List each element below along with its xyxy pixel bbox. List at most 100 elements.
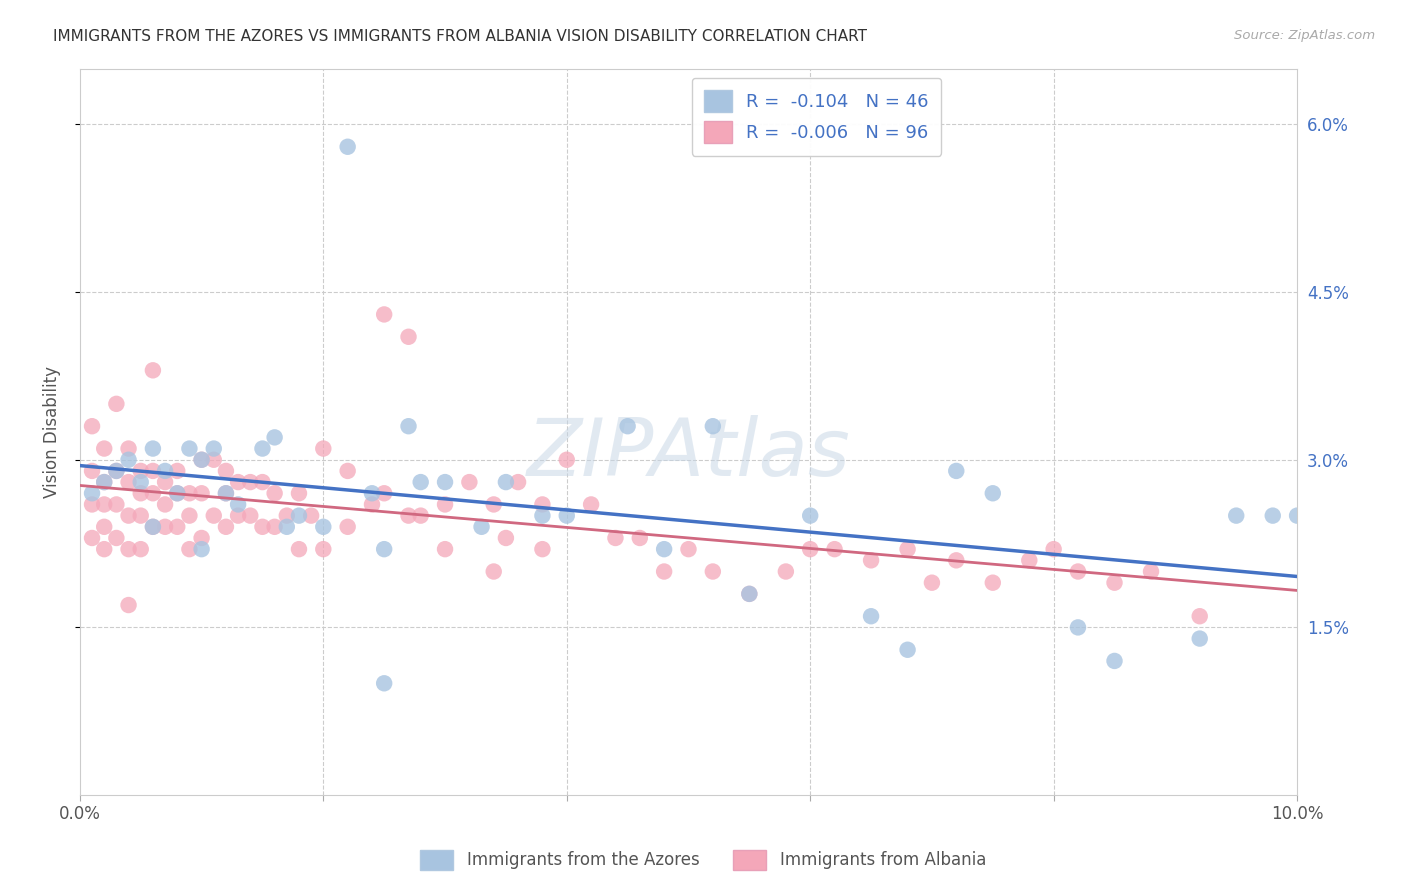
Point	[921, 575, 943, 590]
Point	[1286, 508, 1309, 523]
Point	[93, 475, 115, 489]
Point	[409, 508, 432, 523]
Point	[105, 464, 128, 478]
Point	[166, 464, 188, 478]
Point	[1188, 632, 1211, 646]
Point	[117, 452, 139, 467]
Point	[179, 442, 201, 456]
Point	[628, 531, 651, 545]
Point	[263, 520, 285, 534]
Point	[276, 508, 298, 523]
Point	[226, 498, 249, 512]
Point	[179, 508, 201, 523]
Point	[373, 676, 395, 690]
Y-axis label: Vision Disability: Vision Disability	[44, 366, 60, 498]
Point	[945, 464, 967, 478]
Point	[398, 330, 420, 344]
Point	[80, 464, 103, 478]
Point	[495, 531, 517, 545]
Point	[652, 565, 675, 579]
Point	[276, 520, 298, 534]
Point	[482, 565, 505, 579]
Point	[153, 498, 176, 512]
Point	[288, 486, 311, 500]
Point	[702, 565, 724, 579]
Point	[105, 531, 128, 545]
Point	[1261, 508, 1284, 523]
Point	[80, 498, 103, 512]
Point	[129, 464, 152, 478]
Point	[117, 508, 139, 523]
Text: Source: ZipAtlas.com: Source: ZipAtlas.com	[1234, 29, 1375, 42]
Point	[263, 430, 285, 444]
Point	[153, 520, 176, 534]
Point	[373, 542, 395, 557]
Point	[1067, 565, 1090, 579]
Point	[555, 508, 578, 523]
Point	[179, 486, 201, 500]
Point	[166, 486, 188, 500]
Point	[202, 508, 225, 523]
Point	[252, 520, 274, 534]
Point	[263, 486, 285, 500]
Point	[288, 508, 311, 523]
Point	[336, 140, 359, 154]
Point	[555, 452, 578, 467]
Point	[1067, 620, 1090, 634]
Point	[652, 542, 675, 557]
Point	[105, 464, 128, 478]
Point	[142, 442, 165, 456]
Point	[531, 498, 554, 512]
Point	[1188, 609, 1211, 624]
Point	[179, 542, 201, 557]
Point	[579, 498, 602, 512]
Text: IMMIGRANTS FROM THE AZORES VS IMMIGRANTS FROM ALBANIA VISION DISABILITY CORRELAT: IMMIGRANTS FROM THE AZORES VS IMMIGRANTS…	[53, 29, 868, 44]
Point	[897, 542, 920, 557]
Point	[215, 486, 238, 500]
Point	[738, 587, 761, 601]
Point	[190, 486, 212, 500]
Point	[288, 542, 311, 557]
Point	[824, 542, 846, 557]
Point	[129, 508, 152, 523]
Point	[616, 419, 638, 434]
Point	[202, 452, 225, 467]
Text: ZIPAtlas: ZIPAtlas	[526, 415, 851, 492]
Point	[1140, 565, 1163, 579]
Point	[531, 508, 554, 523]
Point	[531, 542, 554, 557]
Point	[190, 452, 212, 467]
Point	[153, 475, 176, 489]
Point	[981, 486, 1004, 500]
Point	[129, 475, 152, 489]
Point	[190, 452, 212, 467]
Point	[678, 542, 700, 557]
Point	[373, 307, 395, 321]
Point	[93, 498, 115, 512]
Point	[312, 520, 335, 534]
Point	[215, 486, 238, 500]
Point	[775, 565, 797, 579]
Point	[142, 486, 165, 500]
Point	[215, 520, 238, 534]
Point	[471, 520, 494, 534]
Point	[299, 508, 322, 523]
Point	[80, 531, 103, 545]
Point	[1042, 542, 1064, 557]
Point	[1104, 575, 1126, 590]
Point	[93, 442, 115, 456]
Point	[105, 397, 128, 411]
Point	[799, 508, 821, 523]
Point	[860, 553, 883, 567]
Point	[117, 475, 139, 489]
Point	[398, 419, 420, 434]
Legend: R =  -0.104   N = 46, R =  -0.006   N = 96: R = -0.104 N = 46, R = -0.006 N = 96	[692, 78, 941, 156]
Point	[166, 520, 188, 534]
Point	[129, 486, 152, 500]
Point	[93, 542, 115, 557]
Point	[239, 475, 262, 489]
Point	[105, 498, 128, 512]
Point	[336, 464, 359, 478]
Point	[93, 520, 115, 534]
Point	[312, 442, 335, 456]
